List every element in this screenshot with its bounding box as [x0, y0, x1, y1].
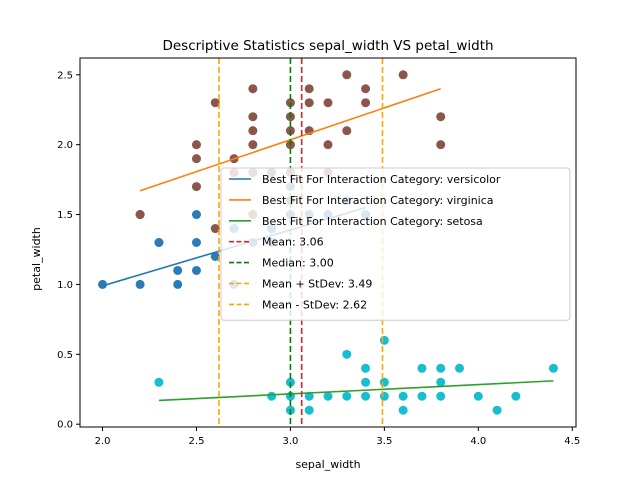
axes: 2.0 2.5 3.0 3.5 4.0 4.5 0.0 0.5 1.0 1.5 2.0 2.5 — [57, 57, 580, 447]
y-tick-label: 1.0 — [57, 280, 73, 291]
scatter-point — [210, 251, 220, 261]
scatter-point — [191, 154, 201, 164]
scatter-point — [191, 210, 201, 220]
y-tick-label: 2.0 — [57, 140, 73, 151]
scatter-point — [379, 391, 389, 401]
legend-label: Median: 3.00 — [262, 257, 334, 270]
scatter-point — [98, 279, 108, 289]
scatter-point — [191, 182, 201, 192]
scatter-point — [342, 70, 352, 80]
scatter-point — [304, 391, 314, 401]
scatter-point — [436, 112, 446, 122]
scatter-point — [191, 265, 201, 275]
axes-frame — [79, 57, 577, 428]
scatter-point — [248, 140, 258, 150]
scatter-point — [154, 238, 164, 247]
scatter-point — [436, 391, 446, 401]
scatter-point — [191, 238, 201, 247]
scatter-point — [323, 140, 333, 150]
scatter-point — [398, 405, 408, 415]
scatter-point — [361, 363, 371, 373]
scatter-point — [379, 377, 389, 387]
legend-label: Mean - StDev: 2.62 — [262, 298, 367, 311]
y-tick-label: 2.5 — [57, 70, 73, 81]
scatter-point — [173, 265, 183, 275]
scatter-point — [173, 279, 183, 289]
scatter-point — [210, 224, 220, 234]
scatter-point — [248, 126, 258, 136]
scatter-point — [417, 363, 427, 373]
legend-box — [220, 167, 571, 321]
scatter-point — [361, 84, 371, 94]
scatter-point — [135, 210, 145, 220]
fit-line — [158, 380, 554, 402]
scatter-point — [417, 391, 427, 401]
scatter-point — [398, 391, 408, 401]
scatter-point — [436, 363, 446, 373]
scatter-point — [342, 349, 352, 359]
scatter-point — [342, 391, 352, 401]
scatter-point — [191, 140, 201, 150]
legend-label: Best Fit For Interaction Category: virgi… — [262, 194, 494, 207]
scatter-point — [379, 335, 389, 345]
scatter-point — [135, 279, 145, 289]
scatter-point — [492, 405, 502, 415]
scatter-point — [455, 363, 465, 373]
legend-label: Best Fit For Interaction Category: versi… — [262, 173, 501, 186]
legend-label: Mean: 3.06 — [262, 236, 324, 249]
y-tick-label: 0.5 — [57, 350, 73, 361]
scatter-point — [304, 405, 314, 415]
scatter-point — [342, 126, 352, 136]
scatter-point — [436, 377, 446, 387]
scatter-point — [323, 98, 333, 108]
scatter-point — [285, 98, 295, 108]
scatter-point — [361, 377, 371, 387]
scatter-point — [248, 84, 258, 94]
scatter-point — [473, 391, 483, 401]
legend-label: Best Fit For Interaction Category: setos… — [262, 215, 483, 228]
x-tick-label: 2.5 — [189, 436, 205, 447]
scatter-point — [210, 98, 220, 108]
x-tick-label: 3.0 — [282, 436, 298, 447]
scatter-point — [548, 363, 558, 373]
y-tick-label: 0.0 — [57, 420, 73, 431]
scatter-point — [267, 391, 277, 401]
y-tick-label: 1.5 — [57, 210, 73, 221]
chart-title: Descriptive Statistics sepal_width VS pe… — [162, 38, 493, 54]
x-axis-label: sepal_width — [295, 458, 360, 471]
x-tick-label: 4.5 — [564, 436, 580, 447]
scatter-point — [323, 391, 333, 401]
x-tick-label: 3.5 — [376, 436, 392, 447]
legend-label: Mean + StDev: 3.49 — [262, 278, 372, 291]
scatter-point — [361, 98, 371, 108]
scatter-point — [154, 377, 164, 387]
scatter-point — [398, 70, 408, 80]
y-axis-label: petal_width — [30, 227, 43, 291]
x-tick-label: 2.0 — [95, 436, 111, 447]
scatter-point — [248, 112, 258, 122]
scatter-point — [304, 84, 314, 94]
legend: Best Fit For Interaction Category: versi… — [220, 167, 571, 321]
x-tick-label: 4.0 — [470, 436, 486, 447]
scatter-point — [436, 140, 446, 150]
scatter-point — [304, 98, 314, 108]
scatter-point — [361, 391, 371, 401]
scatter-point — [511, 391, 521, 401]
